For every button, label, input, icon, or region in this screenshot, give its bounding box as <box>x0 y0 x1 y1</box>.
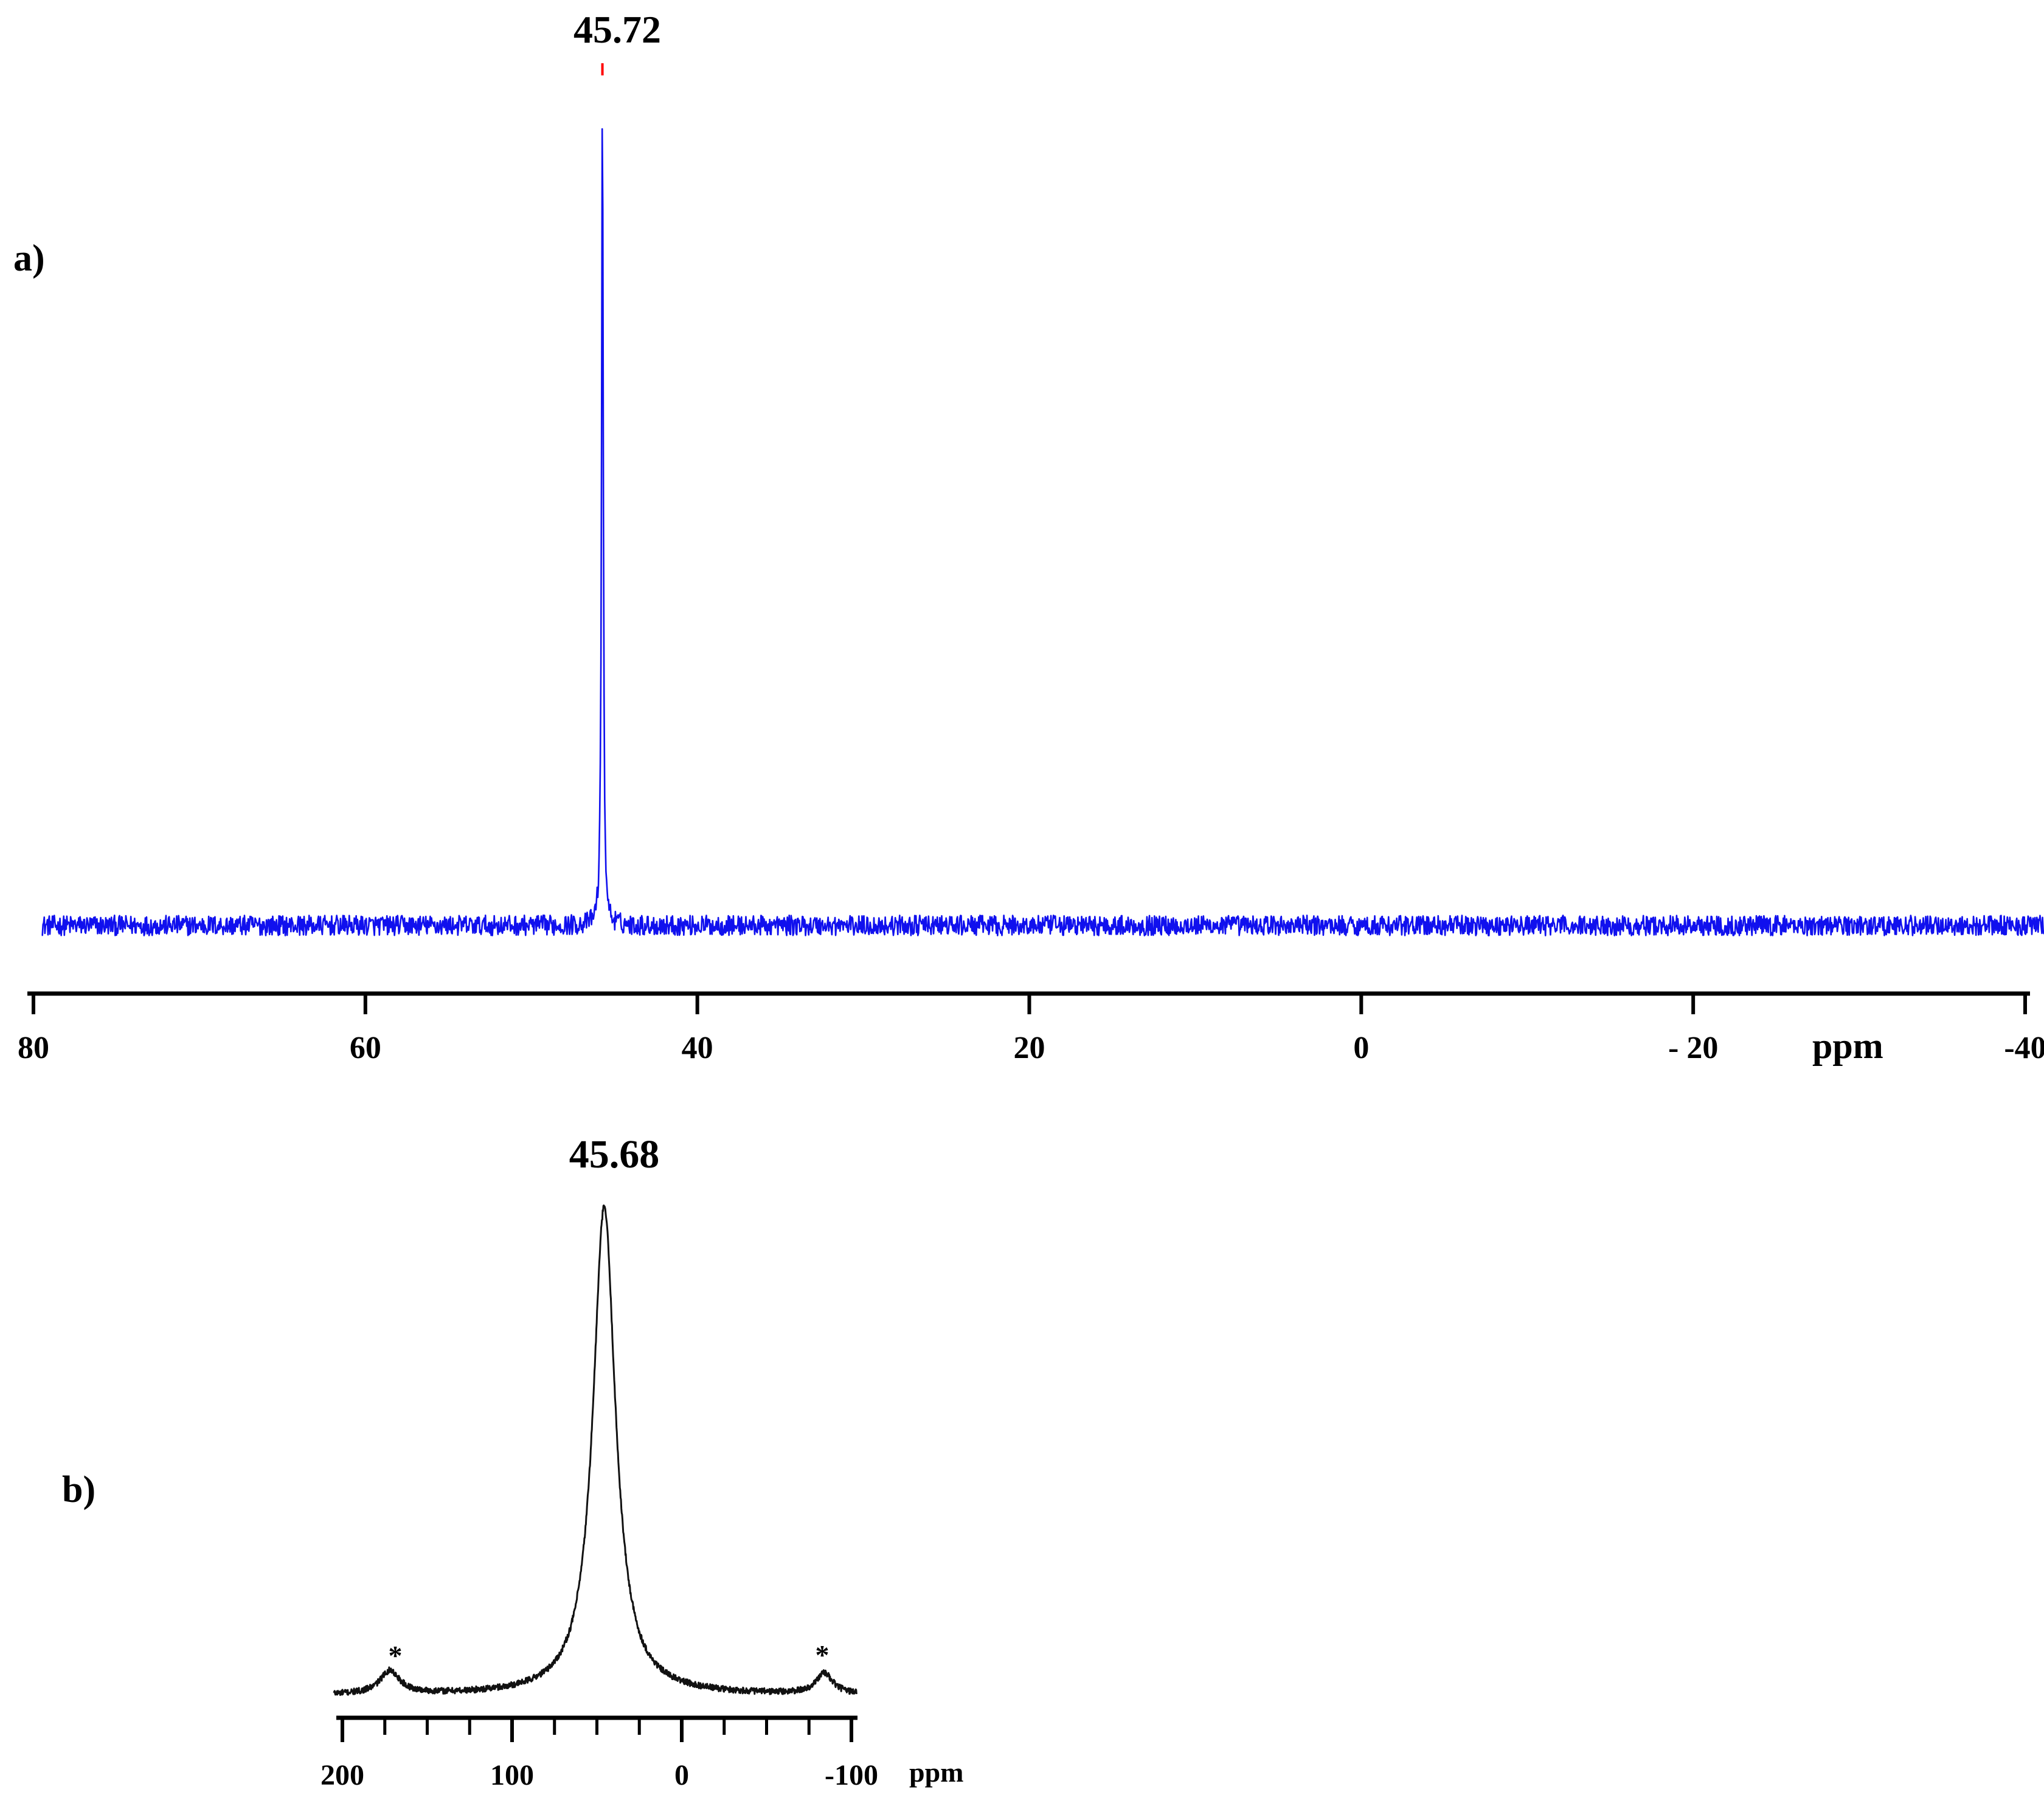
panel-a-tick-label: - 20 <box>1668 1031 1718 1065</box>
panel-a: a) 45.72 80 60 40 20 0 - 20 -40 ppm <box>13 8 2044 1066</box>
panel-a-peak-label: 45.72 <box>573 8 661 51</box>
panel-a-tick-label: 0 <box>1353 1031 1369 1065</box>
panel-a-tick-label: 60 <box>350 1031 381 1065</box>
panel-b-peak-label: 45.68 <box>569 1132 660 1177</box>
panel-b-x-unit: ppm <box>909 1757 963 1788</box>
panel-b-tick-label: 100 <box>490 1759 534 1791</box>
panel-b-label: b) <box>62 1469 95 1510</box>
panel-b: b) 45.68 * * 200 100 0 -100 ppm <box>62 1132 963 1791</box>
panel-a-x-unit: ppm <box>1812 1026 1883 1066</box>
panel-a-tick-label: 80 <box>18 1031 49 1065</box>
panel-b-tick-label: 200 <box>320 1759 364 1791</box>
panel-a-tick-label: 40 <box>682 1031 713 1065</box>
panel-b-ticks: 200 100 0 -100 <box>320 1718 878 1791</box>
panel-a-ticks: 80 60 40 20 0 - 20 -40 <box>18 994 2044 1065</box>
panel-b-tick-label: -100 <box>825 1759 878 1791</box>
panel-a-tick-label: 20 <box>1014 1031 1045 1065</box>
panel-a-tick-label: -40 <box>2004 1031 2044 1065</box>
panel-b-spectrum-line <box>333 1204 857 1697</box>
panel-b-tick-label: 0 <box>674 1759 689 1791</box>
panel-b-sideband-marker-left: * <box>389 1640 403 1671</box>
panel-b-sideband-marker-right: * <box>816 1639 830 1670</box>
panel-a-spectrum-line <box>41 128 2044 936</box>
panel-a-label: a) <box>13 238 45 279</box>
